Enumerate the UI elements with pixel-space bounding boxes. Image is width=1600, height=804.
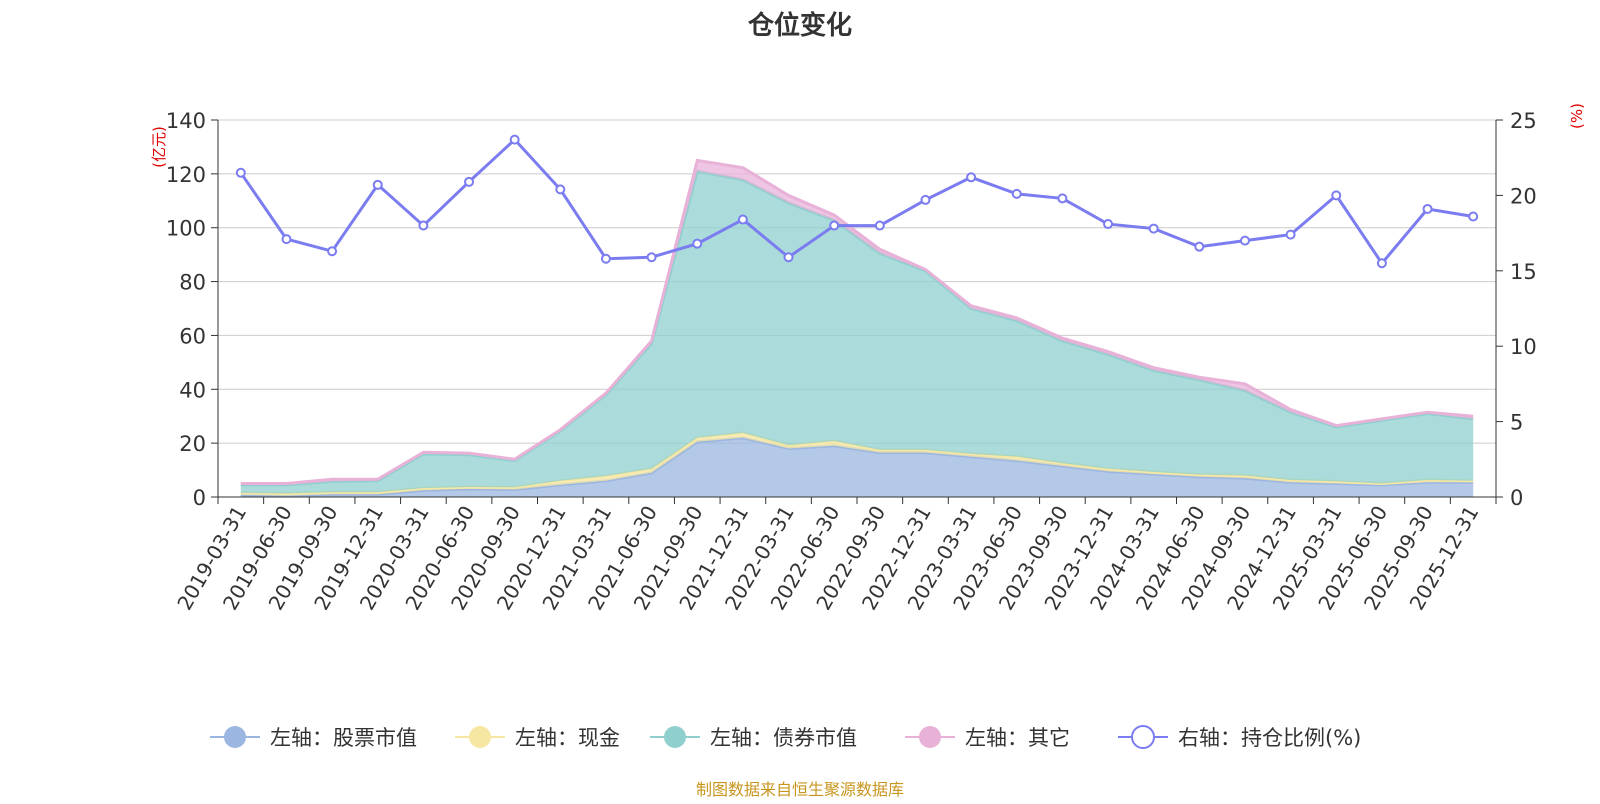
- ratio-point: [327, 246, 338, 257]
- ratio-point: [646, 252, 657, 263]
- ratio-point: [874, 220, 885, 231]
- left-tick-label: 100: [166, 217, 206, 241]
- data-source-note: 制图数据来自恒生聚源数据库: [696, 780, 904, 799]
- ratio-point: [418, 220, 429, 231]
- ratio-point: [920, 194, 931, 205]
- ratio-point: [1239, 235, 1250, 246]
- ratio-point: [235, 167, 246, 178]
- ratio-point: [555, 184, 566, 195]
- ratio-point: [692, 238, 703, 249]
- left-tick-label: 0: [193, 486, 206, 510]
- left-tick-label: 120: [166, 163, 206, 187]
- ratio-point: [372, 179, 383, 190]
- ratio-point: [1468, 211, 1479, 222]
- left-tick-label: 20: [179, 432, 206, 456]
- legend-marker-5: [1131, 725, 1155, 749]
- ratio-point: [509, 134, 520, 145]
- left-tick-label: 140: [166, 109, 206, 133]
- legend-marker-4: [919, 726, 941, 748]
- ratio-point: [737, 214, 748, 225]
- right-tick-label: 5: [1510, 411, 1523, 435]
- legend-marker-2: [469, 726, 491, 748]
- legend-label-2: 左轴：现金: [515, 726, 620, 750]
- right-tick-label: 10: [1510, 335, 1537, 359]
- legend-marker-1: [224, 726, 246, 748]
- left-tick-label: 80: [179, 271, 206, 295]
- area-series-4-line: [240, 158, 1474, 485]
- ratio-point: [281, 234, 292, 245]
- ratio-point: [1331, 190, 1342, 201]
- right-tick-label: 0: [1510, 486, 1523, 510]
- legend-label-4: 左轴：其它: [965, 726, 1070, 750]
- left-tick-label: 40: [179, 378, 206, 402]
- legend-label-5: 右轴：持仓比例(%): [1178, 726, 1361, 750]
- right-axis-name: (%): [1568, 103, 1586, 129]
- ratio-point: [1057, 193, 1068, 204]
- left-axis-name: (亿元): [150, 126, 168, 168]
- area-series-3: [240, 171, 1474, 494]
- ratio-point: [829, 220, 840, 231]
- ratio-point: [464, 176, 475, 187]
- ratio-line: [239, 137, 1474, 266]
- ratio-point: [1376, 258, 1387, 269]
- legend-label-3: 左轴：债券市值: [710, 726, 857, 750]
- ratio-point: [600, 253, 611, 264]
- ratio-point: [1422, 203, 1433, 214]
- ratio-point: [1011, 188, 1022, 199]
- legend-label-1: 左轴：股票市值: [270, 726, 417, 750]
- legend-marker-3: [664, 726, 686, 748]
- ratio-point: [1103, 219, 1114, 230]
- ratio-point: [1285, 229, 1296, 240]
- ratio-point: [966, 172, 977, 183]
- ratio-point: [783, 252, 794, 263]
- right-tick-label: 25: [1510, 109, 1537, 133]
- chart-title: 仓位变化: [747, 10, 852, 41]
- left-tick-label: 60: [179, 324, 206, 348]
- area-series-1: [240, 437, 1474, 497]
- ratio-point: [1148, 223, 1159, 234]
- right-tick-label: 20: [1510, 184, 1537, 208]
- right-tick-label: 15: [1510, 260, 1537, 284]
- ratio-point: [1194, 241, 1205, 252]
